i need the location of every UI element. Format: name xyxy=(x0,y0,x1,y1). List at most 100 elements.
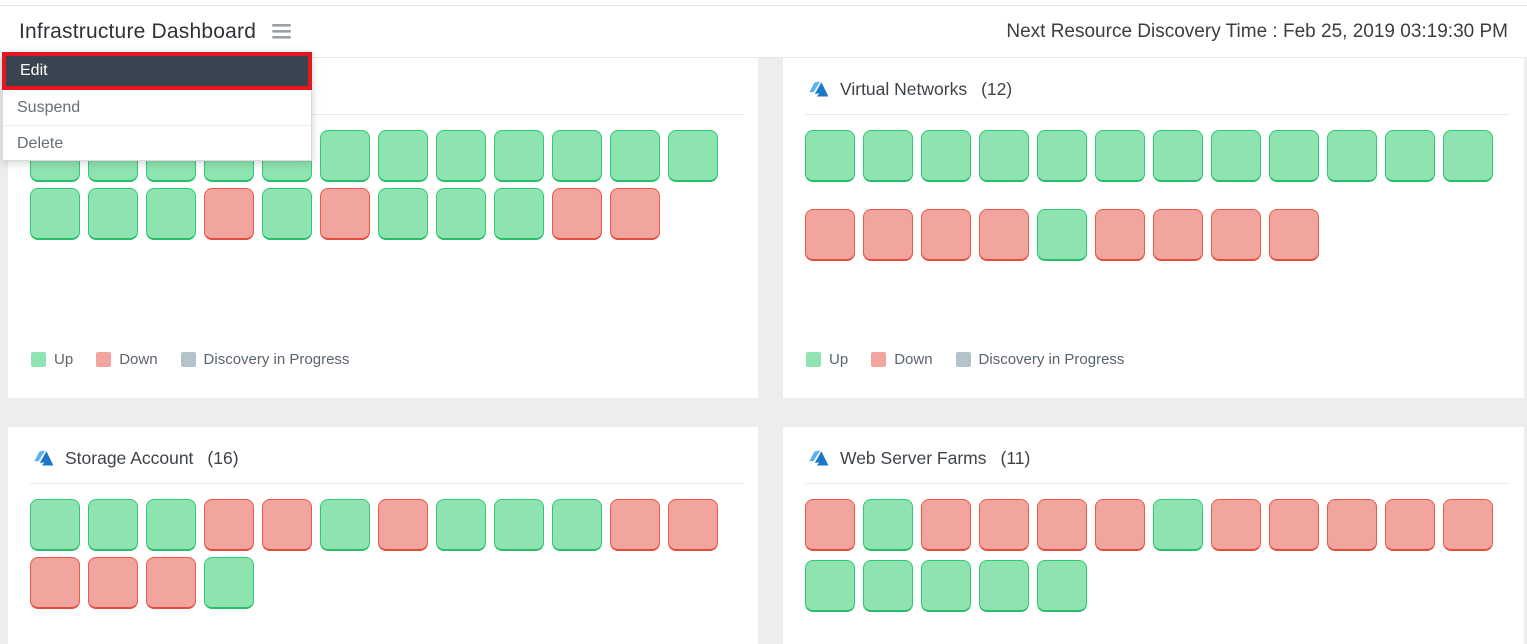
status-tile-down[interactable] xyxy=(88,557,138,609)
status-tile-up[interactable] xyxy=(668,130,718,182)
status-tile-down[interactable] xyxy=(863,209,913,261)
status-tile-up[interactable] xyxy=(921,560,971,612)
status-tile-up[interactable] xyxy=(146,499,196,551)
azure-icon xyxy=(806,449,829,467)
tile-row xyxy=(805,209,1524,261)
status-tile-up[interactable] xyxy=(378,130,428,182)
status-tile-up[interactable] xyxy=(1385,130,1435,182)
status-tile-up[interactable] xyxy=(805,560,855,612)
status-tile-up[interactable] xyxy=(805,130,855,182)
panel-header-divider xyxy=(30,114,744,115)
status-tile-up[interactable] xyxy=(1095,130,1145,182)
legend-swatch-up xyxy=(31,352,46,367)
status-tile-up[interactable] xyxy=(494,130,544,182)
status-tile-down[interactable] xyxy=(1153,209,1203,261)
status-tile-down[interactable] xyxy=(1269,209,1319,261)
panel-header: Virtual Networks (12) xyxy=(783,58,1524,114)
status-tile-down[interactable] xyxy=(610,188,660,240)
legend-item-discovery: Discovery in Progress xyxy=(180,351,349,368)
status-tile-down[interactable] xyxy=(668,499,718,551)
status-tile-down[interactable] xyxy=(979,499,1029,551)
status-tile-down[interactable] xyxy=(1095,499,1145,551)
status-tile-up[interactable] xyxy=(30,499,80,551)
status-tile-up[interactable] xyxy=(494,188,544,240)
status-tile-down[interactable] xyxy=(204,499,254,551)
menu-item-delete[interactable]: Delete xyxy=(3,125,311,160)
status-tile-up[interactable] xyxy=(204,557,254,609)
status-tile-up[interactable] xyxy=(88,188,138,240)
menu-item-edit[interactable]: Edit xyxy=(6,56,308,86)
azure-icon xyxy=(806,80,829,98)
status-tile-up[interactable] xyxy=(979,130,1029,182)
status-tile-down[interactable] xyxy=(921,499,971,551)
status-tile-down[interactable] xyxy=(1095,209,1145,261)
status-tile-up[interactable] xyxy=(146,188,196,240)
status-tile-down[interactable] xyxy=(1385,499,1435,551)
top-bar: Infrastructure Dashboard Next Resource D… xyxy=(0,5,1527,58)
tile-row xyxy=(805,560,1524,612)
status-legend: Up Down Discovery in Progress xyxy=(806,351,1124,368)
status-tile-down[interactable] xyxy=(1211,209,1261,261)
status-tile-down[interactable] xyxy=(1037,499,1087,551)
panel-header-divider xyxy=(805,114,1510,115)
status-tile-down[interactable] xyxy=(1269,499,1319,551)
status-tile-up[interactable] xyxy=(436,188,486,240)
status-tile-up[interactable] xyxy=(610,130,660,182)
tile-row xyxy=(805,499,1524,551)
status-tile-up[interactable] xyxy=(1037,209,1087,261)
status-tile-up[interactable] xyxy=(1269,130,1319,182)
status-tile-up[interactable] xyxy=(30,188,80,240)
panel-storage-account: Storage Account (16) xyxy=(8,427,758,644)
menu-item-suspend[interactable]: Suspend xyxy=(17,99,81,116)
status-tile-down[interactable] xyxy=(552,188,602,240)
legend-label: Up xyxy=(829,351,849,368)
status-tile-up[interactable] xyxy=(262,188,312,240)
status-tile-down[interactable] xyxy=(146,557,196,609)
status-tile-up[interactable] xyxy=(1037,130,1087,182)
status-tile-up[interactable] xyxy=(921,130,971,182)
status-tile-up[interactable] xyxy=(1153,499,1203,551)
panel-web-server-farms: Web Server Farms (11) xyxy=(783,427,1524,644)
status-tile-down[interactable] xyxy=(1327,499,1377,551)
status-tile-down[interactable] xyxy=(204,188,254,240)
status-tile-up[interactable] xyxy=(552,499,602,551)
status-tile-up[interactable] xyxy=(1443,130,1493,182)
status-tile-down[interactable] xyxy=(378,499,428,551)
panel-title: Web Server Farms xyxy=(840,447,987,468)
status-tile-up[interactable] xyxy=(320,499,370,551)
legend-swatch-down xyxy=(871,352,887,367)
legend-label: Down xyxy=(119,351,158,368)
status-tile-up[interactable] xyxy=(863,130,913,182)
status-tile-up[interactable] xyxy=(494,499,544,551)
status-tile-up[interactable] xyxy=(88,499,138,551)
status-legend: Up Down Discovery in Progress xyxy=(31,351,349,368)
status-tile-down[interactable] xyxy=(610,499,660,551)
status-tile-up[interactable] xyxy=(979,560,1029,612)
hamburger-menu-icon[interactable] xyxy=(270,22,293,41)
status-tile-up[interactable] xyxy=(1211,130,1261,182)
status-tile-down[interactable] xyxy=(1443,499,1493,551)
status-tiles xyxy=(783,115,1524,261)
status-tile-down[interactable] xyxy=(921,209,971,261)
status-tile-up[interactable] xyxy=(863,499,913,551)
status-tile-down[interactable] xyxy=(805,209,855,261)
dashboard-area: Up Down Discovery in Progress Virtual Netw… xyxy=(0,58,1527,644)
status-tile-down[interactable] xyxy=(320,188,370,240)
status-tile-up[interactable] xyxy=(1037,560,1087,612)
status-tile-down[interactable] xyxy=(262,499,312,551)
status-tile-up[interactable] xyxy=(320,130,370,182)
status-tile-down[interactable] xyxy=(1211,499,1261,551)
panel-title: Virtual Networks xyxy=(840,78,968,99)
status-tile-up[interactable] xyxy=(1327,130,1377,182)
status-tile-up[interactable] xyxy=(1153,130,1203,182)
status-tile-down[interactable] xyxy=(30,557,80,609)
status-tiles xyxy=(8,484,758,609)
status-tile-up[interactable] xyxy=(863,560,913,612)
status-tile-down[interactable] xyxy=(805,499,855,551)
status-tile-up[interactable] xyxy=(436,499,486,551)
status-tile-up[interactable] xyxy=(378,188,428,240)
status-tile-down[interactable] xyxy=(979,209,1029,261)
status-tile-up[interactable] xyxy=(552,130,602,182)
status-tile-up[interactable] xyxy=(436,130,486,182)
panel-virtual-networks: Virtual Networks (12) Up Down Discovery in… xyxy=(783,58,1524,398)
